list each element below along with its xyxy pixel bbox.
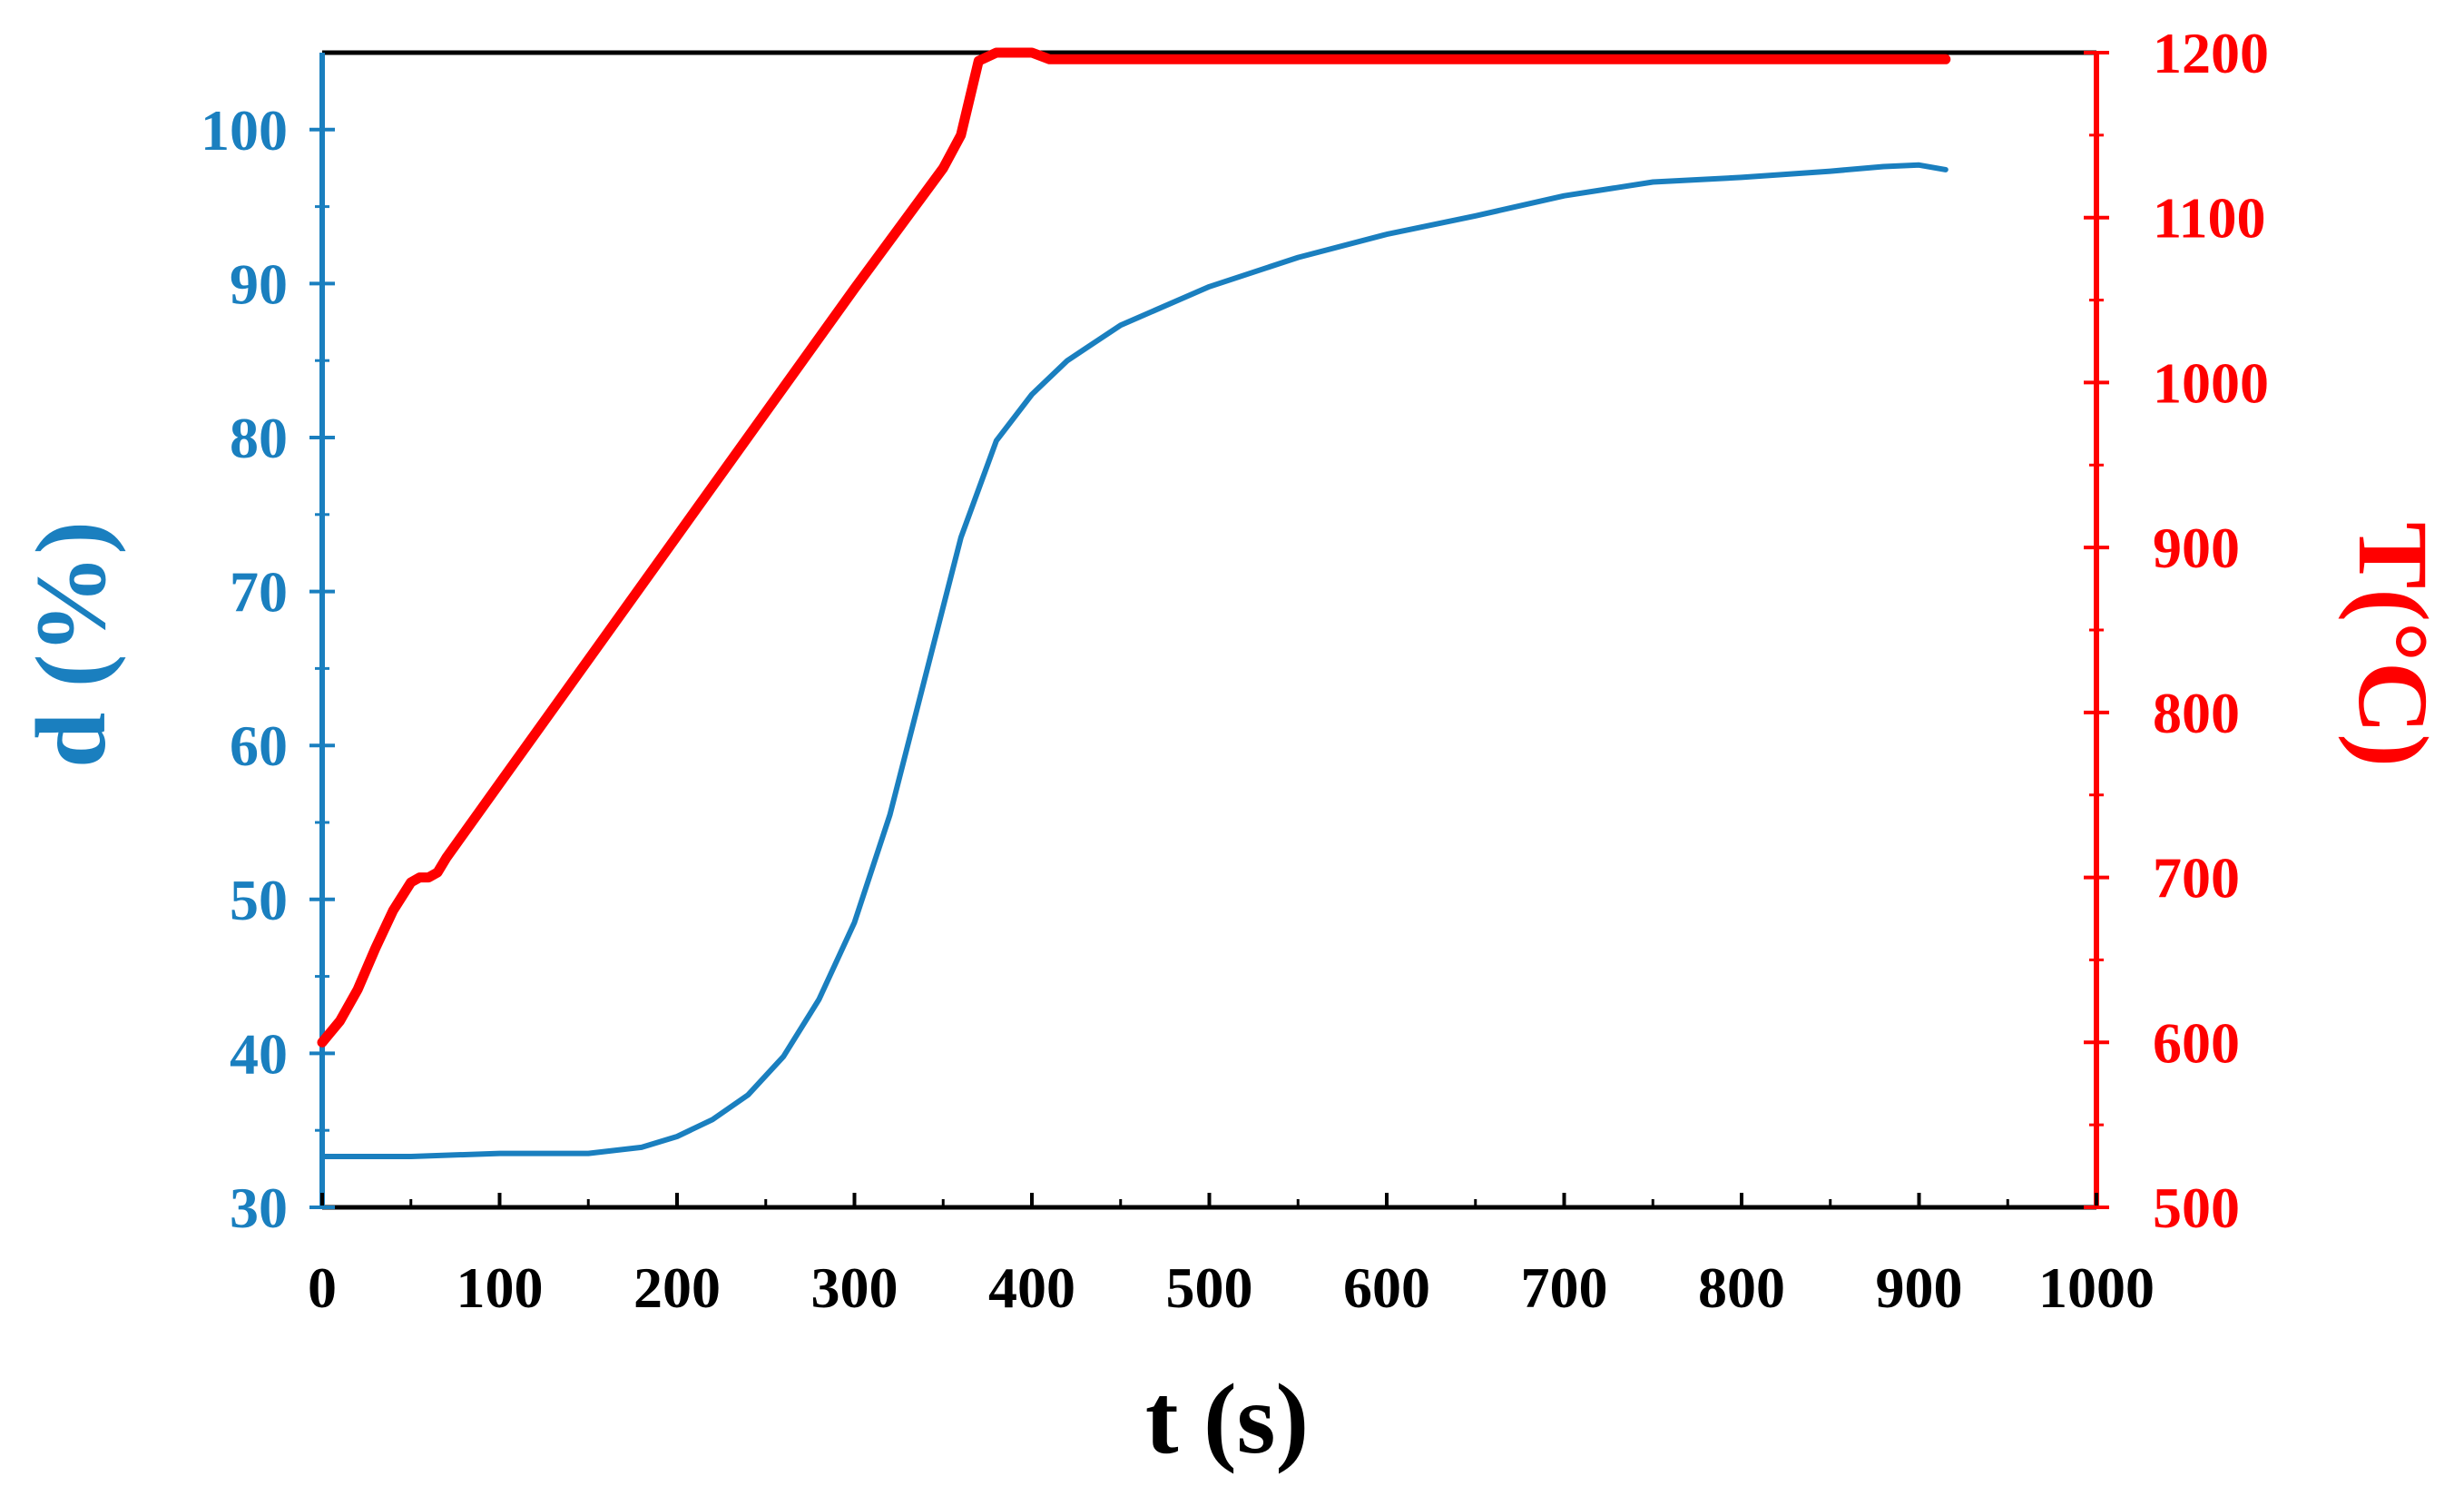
left-y-axis-ticks: 30 40 50 60 70 80 90 100	[201, 98, 335, 1240]
left-y-tick-label: 60	[230, 714, 288, 778]
right-y-tick-label: 600	[2153, 1010, 2240, 1075]
right-y-axis-ticks: 500 600 700 800 900 1000 1100 1200	[2084, 21, 2269, 1240]
left-y-tick-label: 40	[230, 1021, 288, 1086]
series-layer	[317, 47, 1951, 1159]
x-tick-label: 600	[1343, 1255, 1430, 1320]
right-y-tick-label: 700	[2153, 846, 2240, 910]
plot-frame	[319, 50, 2099, 1210]
left-y-tick-label: 80	[230, 406, 288, 470]
x-tick-label: 200	[633, 1255, 721, 1320]
x-tick-label: 800	[1698, 1255, 1785, 1320]
right-y-tick-label: 900	[2153, 516, 2240, 580]
left-y-tick-label: 90	[230, 251, 288, 316]
x-tick-label: 0	[308, 1255, 337, 1320]
x-axis-ticks: 0 100 200 300 400 500 600 700 800 900 1000	[308, 1193, 2155, 1320]
right-y-tick-label: 500	[2153, 1176, 2240, 1240]
x-tick-label: 500	[1166, 1255, 1253, 1320]
x-tick-label: 300	[811, 1255, 898, 1320]
temperature-series-line	[317, 47, 1951, 1048]
left-y-tick-label: 100	[201, 98, 288, 162]
right-y-tick-label: 1000	[2153, 350, 2269, 415]
right-y-tick-label: 800	[2153, 681, 2240, 745]
x-tick-label: 900	[1876, 1255, 1963, 1320]
x-tick-label: 100	[456, 1255, 544, 1320]
right-y-axis-label: T(°C)	[2338, 522, 2449, 767]
density-series-line	[319, 162, 1949, 1159]
x-tick-label: 400	[988, 1255, 1075, 1320]
left-y-tick-label: 70	[230, 560, 288, 625]
right-y-tick-label: 1200	[2153, 21, 2269, 85]
left-y-tick-label: 30	[230, 1176, 288, 1240]
x-axis-label: t (s)	[1145, 1363, 1309, 1474]
left-y-axis-label: d (%)	[15, 521, 126, 768]
x-tick-label: 700	[1521, 1255, 1608, 1320]
right-y-tick-label: 1100	[2153, 186, 2265, 251]
x-tick-label: 1000	[2038, 1255, 2155, 1320]
left-y-tick-label: 50	[230, 868, 288, 932]
